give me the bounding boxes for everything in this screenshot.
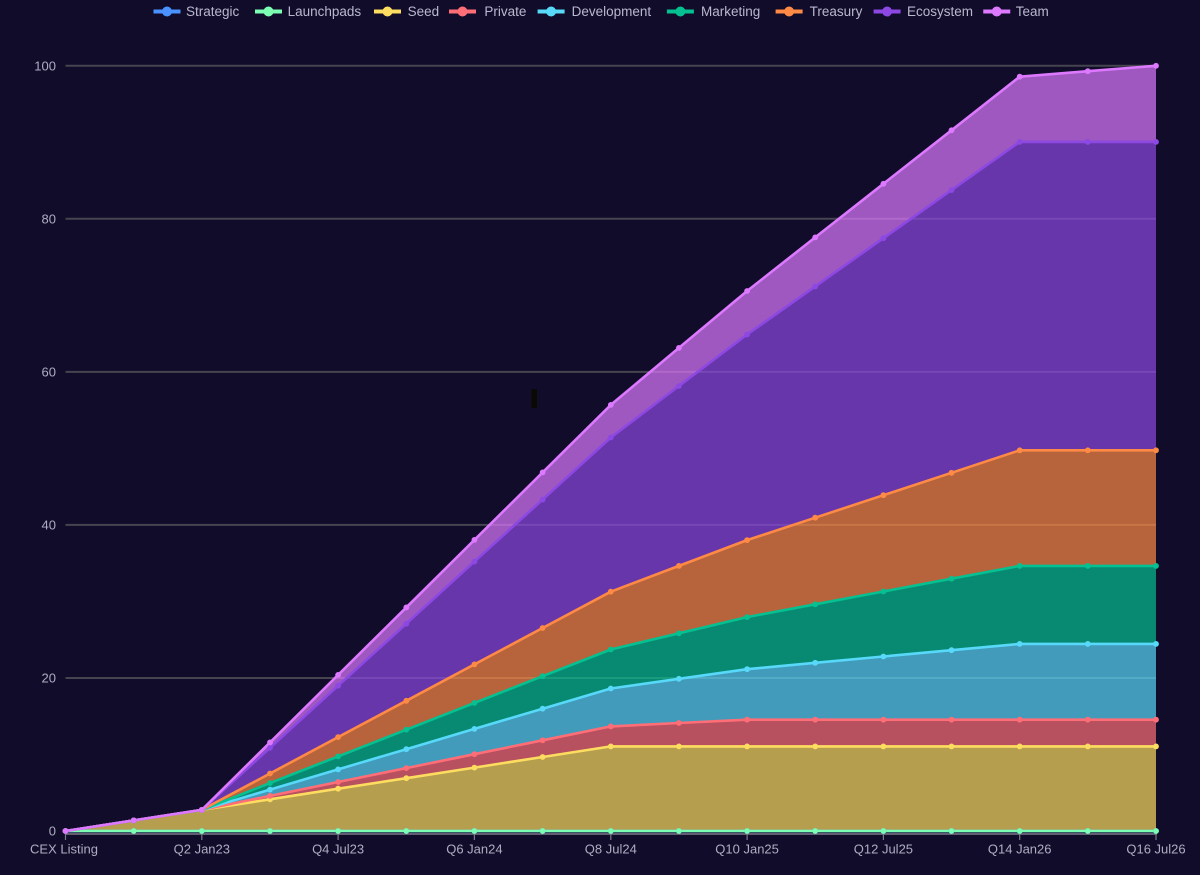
svg-text:Ecosystem: Ecosystem	[907, 4, 973, 19]
svg-text:40: 40	[42, 517, 56, 532]
svg-text:Q8 Jul24: Q8 Jul24	[585, 842, 637, 857]
svg-text:Development: Development	[572, 4, 652, 19]
svg-text:Q12 Jul25: Q12 Jul25	[854, 842, 913, 857]
svg-text:100: 100	[34, 58, 56, 73]
svg-text:60: 60	[42, 364, 56, 379]
svg-text:Q16 Jul26: Q16 Jul26	[1126, 842, 1185, 857]
svg-text:Launchpads: Launchpads	[288, 4, 362, 19]
svg-text:CEX Listing: CEX Listing	[30, 842, 98, 857]
svg-text:Strategic: Strategic	[186, 4, 240, 19]
svg-text:80: 80	[42, 211, 56, 226]
svg-text:20: 20	[42, 671, 56, 686]
svg-text:Q14 Jan26: Q14 Jan26	[988, 842, 1052, 857]
svg-text:0: 0	[49, 824, 56, 839]
svg-text:Treasury: Treasury	[810, 4, 863, 19]
svg-text:Q2 Jan23: Q2 Jan23	[174, 842, 230, 857]
svg-text:Team: Team	[1016, 4, 1049, 19]
svg-text:Q4 Jul23: Q4 Jul23	[312, 842, 364, 857]
svg-text:Q6 Jan24: Q6 Jan24	[446, 842, 502, 857]
svg-text:Q10 Jan25: Q10 Jan25	[715, 842, 779, 857]
svg-text:Private: Private	[484, 4, 526, 19]
svg-text:Seed: Seed	[408, 4, 440, 19]
svg-text:Marketing: Marketing	[701, 4, 760, 19]
